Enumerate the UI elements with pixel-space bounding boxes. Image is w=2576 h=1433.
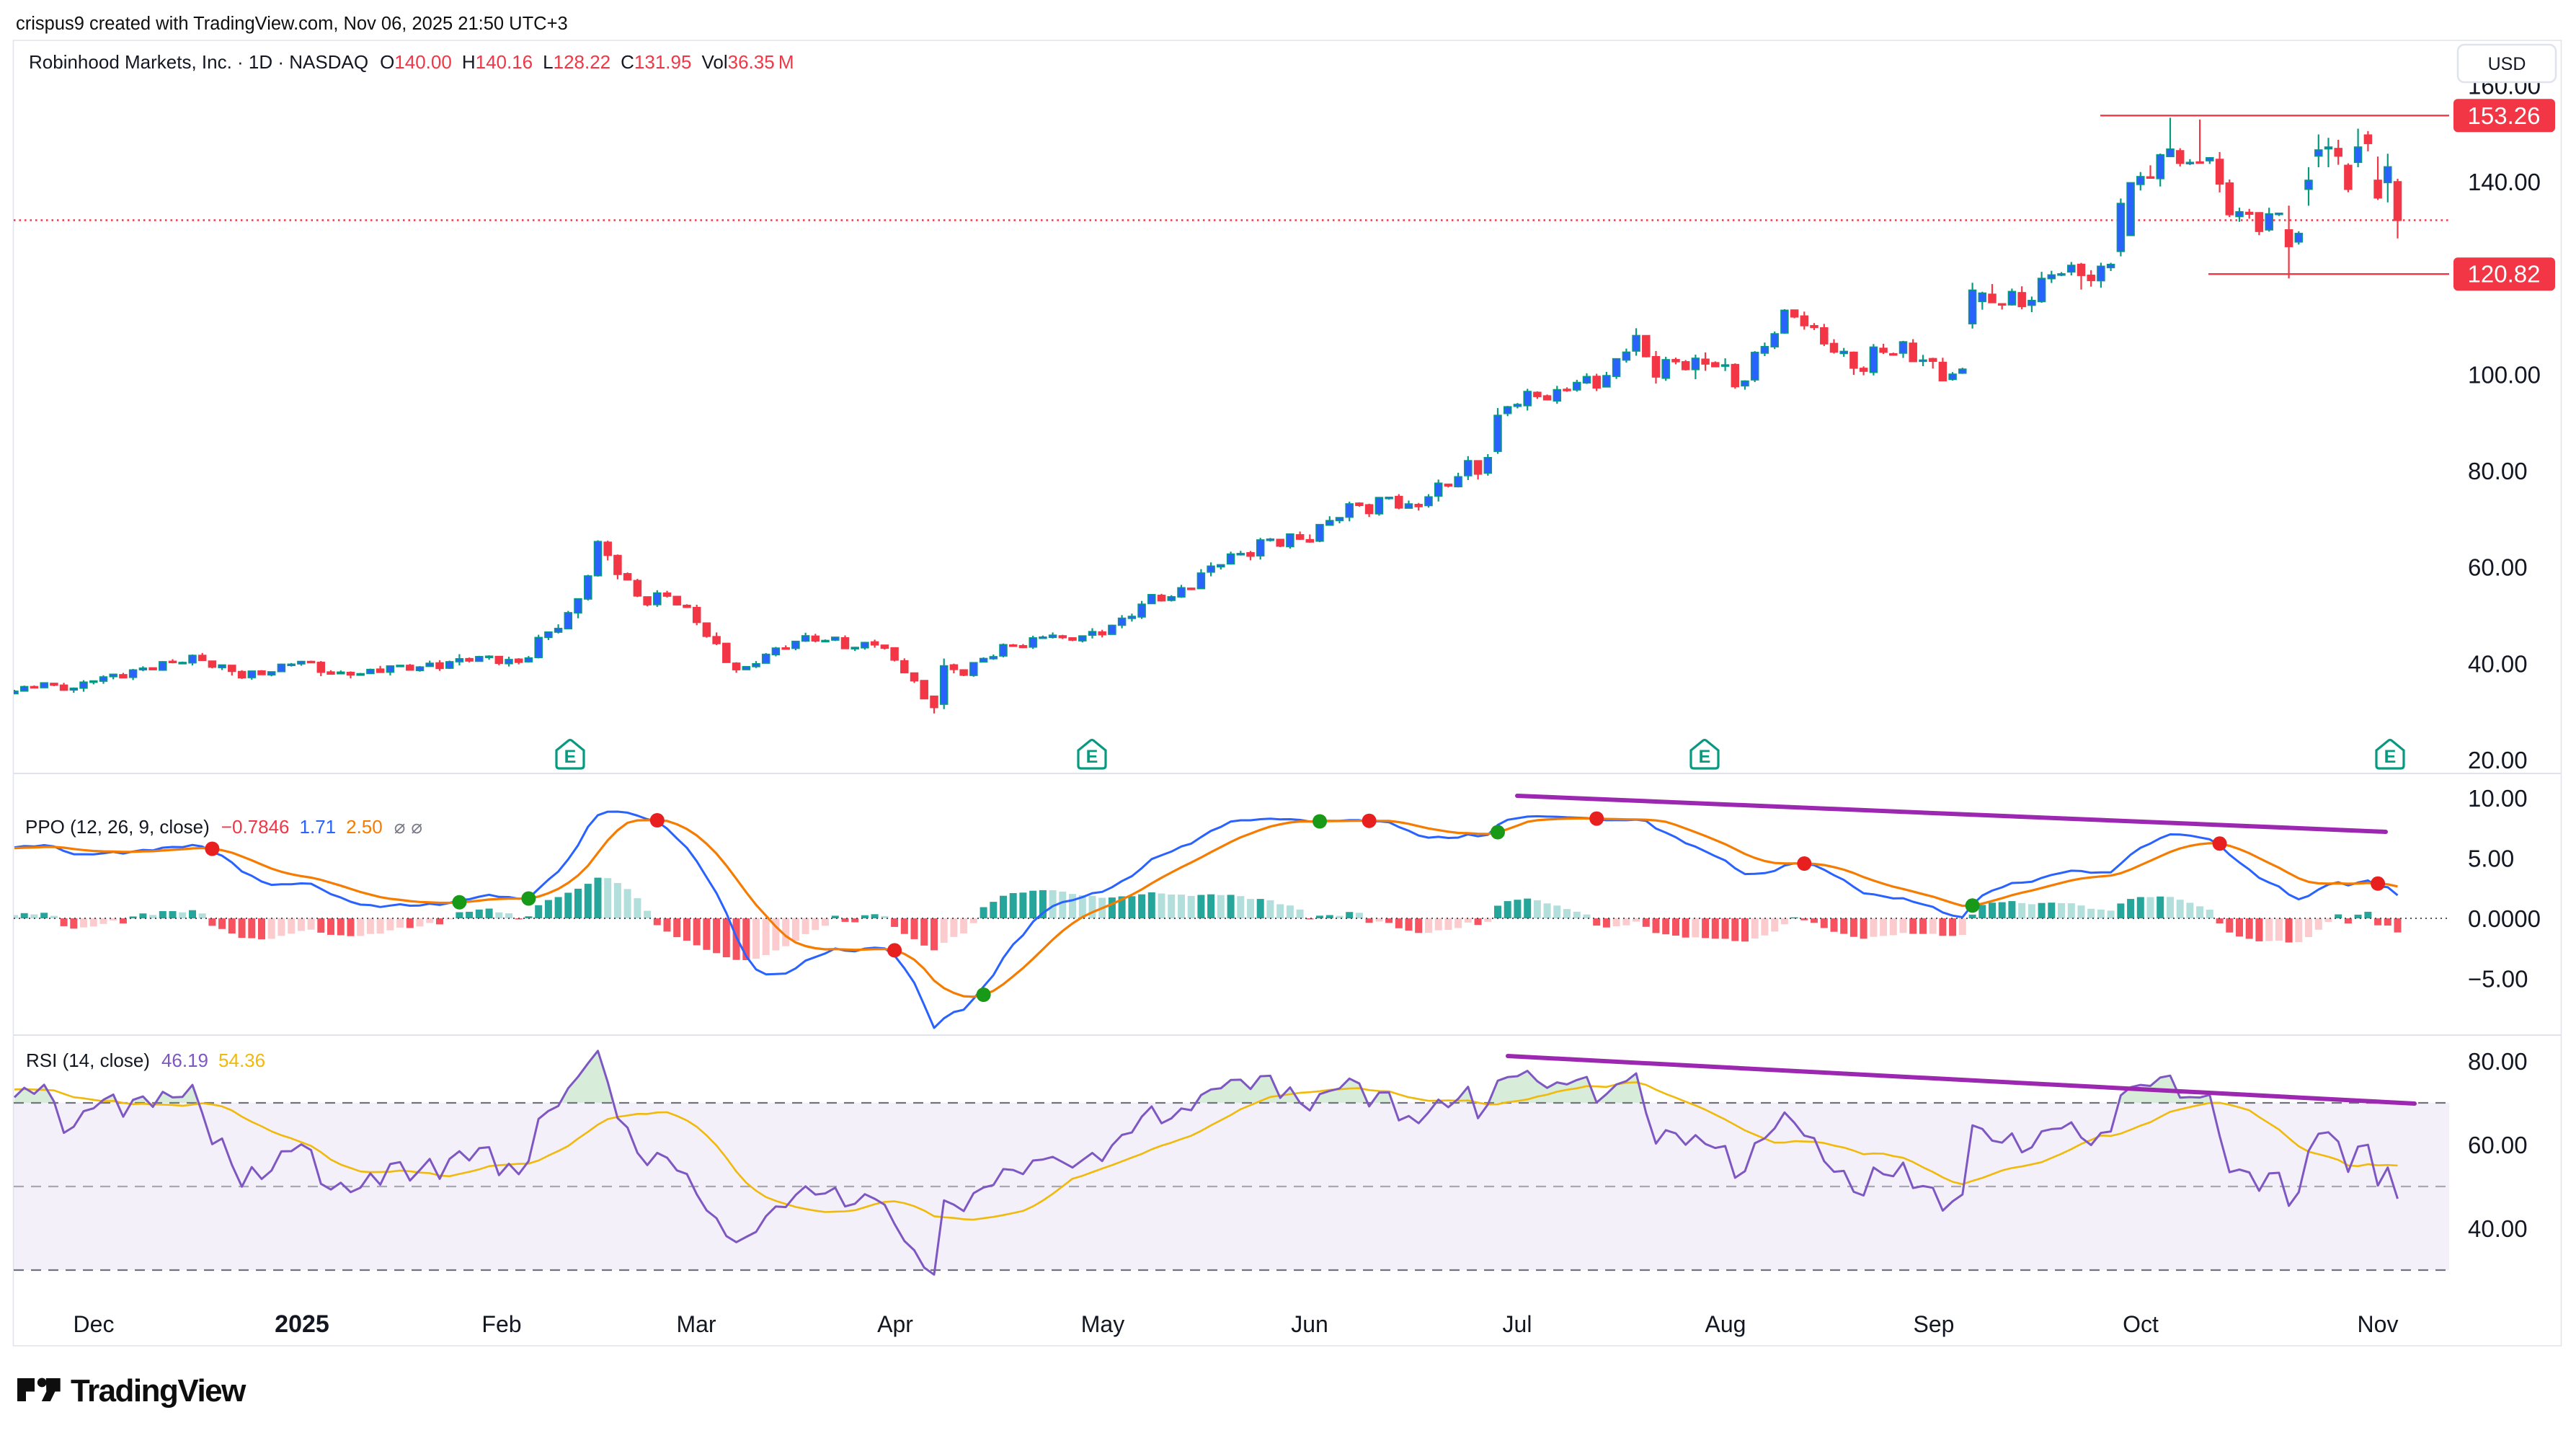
svg-text:Oct: Oct: [2123, 1311, 2159, 1337]
svg-text:E: E: [564, 747, 577, 767]
svg-text:TradingView: TradingView: [71, 1373, 247, 1408]
svg-text:153.26: 153.26: [2468, 102, 2541, 129]
svg-text:20.00: 20.00: [2468, 747, 2528, 773]
svg-text:80.00: 80.00: [2468, 458, 2528, 484]
svg-text:−5.00: −5.00: [2468, 966, 2528, 993]
svg-text:10.00: 10.00: [2468, 785, 2528, 812]
svg-text:Sep: Sep: [1914, 1311, 1955, 1337]
svg-text:60.00: 60.00: [2468, 554, 2528, 581]
svg-text:0.0000: 0.0000: [2468, 905, 2541, 932]
svg-text:E: E: [1699, 747, 1711, 767]
svg-text:Jun: Jun: [1291, 1311, 1328, 1337]
svg-text:Mar: Mar: [676, 1311, 716, 1337]
svg-text:E: E: [1086, 747, 1098, 767]
svg-text:Apr: Apr: [877, 1311, 913, 1337]
svg-text:120.82: 120.82: [2468, 261, 2541, 288]
svg-text:40.00: 40.00: [2468, 1215, 2528, 1242]
svg-text:Robinhood Markets, Inc. · 1D ·: Robinhood Markets, Inc. · 1D · NASDAQ O14…: [29, 51, 794, 73]
svg-text:crispus9 created with TradingV: crispus9 created with TradingView.com, N…: [16, 14, 568, 34]
svg-text:60.00: 60.00: [2468, 1132, 2528, 1158]
svg-text:5.00: 5.00: [2468, 846, 2514, 872]
svg-text:100.00: 100.00: [2468, 361, 2541, 388]
svg-text:140.00: 140.00: [2468, 169, 2541, 195]
svg-text:Aug: Aug: [1705, 1311, 1746, 1337]
svg-text:80.00: 80.00: [2468, 1048, 2528, 1075]
svg-text:E: E: [2384, 747, 2397, 767]
svg-text:May: May: [1081, 1311, 1124, 1337]
svg-text:40.00: 40.00: [2468, 650, 2528, 677]
svg-text:2025: 2025: [275, 1310, 329, 1338]
svg-text:USD: USD: [2488, 54, 2526, 74]
svg-text:Dec: Dec: [74, 1311, 115, 1337]
svg-text:Nov: Nov: [2358, 1311, 2399, 1337]
svg-text:Jul: Jul: [1503, 1311, 1532, 1337]
svg-text:Feb: Feb: [481, 1311, 521, 1337]
